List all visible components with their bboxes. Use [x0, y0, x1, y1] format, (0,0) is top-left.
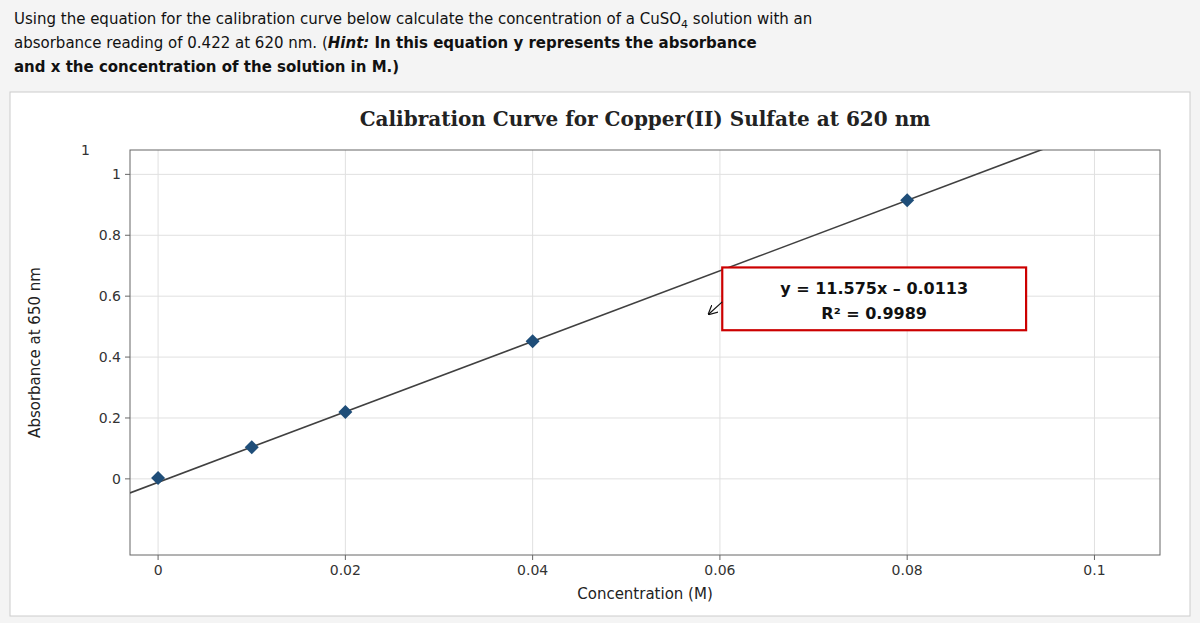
- header-segment: Using the equation for the calibration c…: [14, 10, 681, 28]
- grid: [130, 150, 1160, 555]
- tick-label-x: 0.08: [892, 562, 923, 578]
- tick-x: [158, 555, 159, 560]
- tick-label-x: 0.1: [1083, 562, 1105, 578]
- annotation: 1: [81, 142, 90, 158]
- data-layer: [130, 150, 1160, 493]
- tick-label-y: 0.2: [99, 410, 121, 426]
- title: Calibration Curve for Copper(II) Sulfate…: [360, 107, 931, 131]
- tick-x: [719, 555, 720, 560]
- grid-line-x: [532, 150, 533, 555]
- data-point: [245, 440, 259, 454]
- panel: [10, 92, 1190, 616]
- tick-x: [1094, 555, 1095, 560]
- tick-y: [125, 235, 130, 236]
- header-segment: Hint:: [328, 34, 370, 52]
- tick-y: [125, 357, 130, 358]
- arrow: [709, 302, 722, 314]
- ticks: 0 0.02 0.04 0.06 0.08 0.1 0 0.2 0.4 0.6 0.8 1: [99, 166, 1106, 578]
- tick-y: [125, 296, 130, 297]
- grid-line-y: [130, 478, 1160, 479]
- equation-box: y = 11.575x – 0.0113 R² = 0.9989: [722, 267, 1026, 330]
- x-axis-label: Concentration (M): [577, 585, 713, 603]
- tick-label-x: 0.04: [517, 562, 548, 578]
- grid-line-y: [130, 357, 1160, 358]
- background: [0, 0, 1200, 623]
- equation-text: y = 11.575x – 0.0113: [780, 279, 968, 298]
- header-segment: solution with an: [688, 10, 812, 28]
- tick-y: [125, 478, 130, 479]
- header-segment: absorbance reading of 0.422 at 620 nm. (: [14, 34, 328, 52]
- grid-line-x: [1094, 150, 1095, 555]
- equation-text: R² = 0.9989: [821, 304, 927, 323]
- y-axis-label: Absorbance at 650 nm: [26, 267, 44, 438]
- grid-line-x: [345, 150, 346, 555]
- tick-x: [532, 555, 533, 560]
- tick-label-y: 0: [112, 471, 121, 487]
- header-line: and x the concentration of the solution …: [14, 58, 399, 76]
- tick-label-y: 0.8: [99, 227, 121, 243]
- chart: Using the equation for the calibration c…: [0, 0, 1200, 623]
- plot-frame: [130, 150, 1160, 555]
- tick-x: [907, 555, 908, 560]
- tick-label-x: 0.06: [704, 562, 735, 578]
- grid-line-x: [907, 150, 908, 555]
- tick-label-x: 0.02: [330, 562, 361, 578]
- grid-line-x: [158, 150, 159, 555]
- tick-y: [125, 174, 130, 175]
- data-point: [900, 193, 914, 207]
- header-line: Using the equation for the calibration c…: [14, 10, 812, 31]
- tick-label-y: 0.6: [99, 288, 121, 304]
- data-point: [526, 334, 540, 348]
- tick-label-x: 0: [154, 562, 163, 578]
- header-segment: In this equation y represents the absorb…: [369, 34, 756, 52]
- data-point: [151, 471, 165, 485]
- grid-line-x: [719, 150, 720, 555]
- grid-line-y: [130, 174, 1160, 175]
- tick-y: [125, 417, 130, 418]
- header-line: absorbance reading of 0.422 at 620 nm. (…: [14, 34, 757, 52]
- trendline: [130, 150, 1160, 493]
- header-segment: and x the concentration of the solution …: [14, 58, 399, 76]
- equation-box-border: [722, 267, 1026, 330]
- tick-x: [345, 555, 346, 560]
- grid-line-y: [130, 417, 1160, 418]
- data-point: [338, 405, 352, 419]
- grid-line-y: [130, 235, 1160, 236]
- tick-label-y: 1: [112, 166, 121, 182]
- tick-label-y: 0.4: [99, 349, 121, 365]
- header-segment: 4: [681, 18, 688, 31]
